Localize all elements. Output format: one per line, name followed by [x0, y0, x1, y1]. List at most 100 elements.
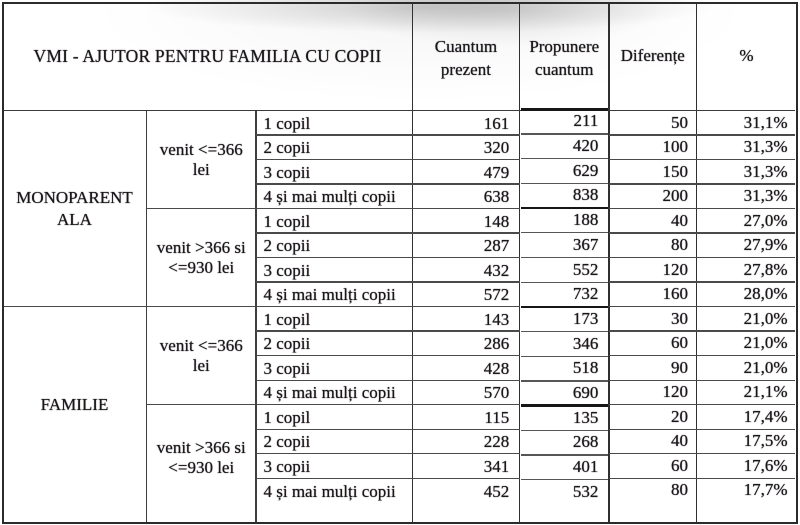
col-header-procent: % [699, 4, 795, 110]
row-label: 4 și mai mulți copii [263, 187, 396, 207]
income-band-label-4: venit >366 si <=930 lei [149, 405, 255, 522]
propunere-cuantum-value: 420 [572, 136, 599, 155]
grid-hline [256, 232, 520, 234]
cuantum-prezent-value: 320 [483, 138, 510, 158]
row-label: 2 copii [263, 138, 311, 158]
col-header-diferente: Diferențe [611, 4, 695, 110]
row-label: 1 copil [263, 309, 311, 329]
cuantum-prezent-value: 287 [483, 236, 510, 256]
overlay-thin-line [521, 158, 609, 160]
propunere-cuantum-value: 401 [572, 457, 599, 477]
procent-value: 21,0% [743, 357, 788, 377]
propunere-cuantum-value: 211 [573, 111, 599, 131]
overlay-thin-line [521, 182, 609, 185]
diferenta-value: 120 [662, 382, 689, 402]
row-label: 1 copil [263, 113, 311, 133]
grid-hline [256, 158, 520, 161]
grid-hline [256, 404, 520, 406]
overlay-thin-line [521, 454, 609, 456]
row-label: 2 copii [263, 334, 311, 354]
grid-hline [256, 207, 520, 210]
propunere-cuantum-value: 532 [572, 481, 599, 501]
diferenta-value: 160 [662, 284, 689, 304]
diferenta-value: 120 [662, 259, 689, 279]
propunere-cuantum-value: 838 [572, 185, 599, 205]
grid-hline [609, 232, 795, 234]
col-header-propunere-cuantum-text: Propunere cuantum [529, 37, 600, 79]
overlay-thick-line [521, 206, 609, 210]
grid-hline [609, 207, 795, 210]
diferenta-value: 50 [671, 112, 688, 132]
col-header-cuantum-prezent-text: Cuantum prezent [434, 37, 498, 79]
grid-hline [609, 404, 795, 406]
row-label: 4 și mai mulți copii [263, 285, 396, 305]
diferenta-value: 90 [671, 357, 688, 377]
col-header-propunere-cuantum: Propunere cuantum [522, 4, 608, 110]
grid-hline [609, 453, 795, 455]
procent-value: 27,8% [743, 259, 788, 279]
procent-value: 17,7% [743, 480, 788, 500]
procent-value: 21,0% [743, 333, 788, 353]
cuantum-prezent-value: 115 [484, 407, 510, 427]
scan-shadow-gradient [0, 0, 800, 160]
overlay-thin-line [521, 330, 609, 333]
row-label: 3 copii [263, 456, 311, 476]
income-band-label-3-text: venit <=366 lei [159, 335, 243, 375]
grid-hline [609, 379, 795, 381]
grid-hline [609, 330, 795, 332]
grid-hline [146, 404, 256, 406]
income-band-label-1-text: venit <=366 lei [159, 139, 243, 179]
propunere-cuantum-value: 518 [572, 358, 599, 378]
procent-value: 31,1% [743, 112, 788, 132]
col-header-cuantum-prezent: Cuantum prezent [414, 4, 517, 110]
overlay-thick-line [521, 305, 609, 309]
procent-value: 31,3% [743, 161, 788, 181]
income-band-label-4-text: venit >366 si <=930 lei [156, 438, 246, 477]
procent-value: 31,3% [743, 186, 788, 206]
income-band-label-1: venit <=366 lei [149, 111, 255, 209]
overlay-thin-line [521, 281, 609, 283]
propunere-overlay-patch [521, 109, 609, 522]
row-label: 3 copii [263, 260, 311, 280]
diferenta-value: 60 [671, 455, 688, 475]
col-header-procent-text: % [739, 46, 754, 66]
grid-hline [256, 256, 520, 259]
overlay-thick-line [521, 404, 609, 407]
propunere-cuantum-value: 732 [572, 284, 599, 304]
row-label: 3 copii [263, 162, 311, 182]
propunere-cuantum-value: 690 [572, 383, 599, 402]
propunere-cuantum-value: 135 [572, 407, 599, 427]
overlay-thin-line [521, 479, 609, 481]
grid-hline [609, 256, 795, 259]
grid-hline [609, 134, 795, 136]
income-band-label-2-text: venit >366 si <=930 lei [156, 237, 246, 277]
propunere-cuantum-value: 552 [572, 259, 599, 279]
cuantum-prezent-value: 572 [483, 285, 510, 305]
cuantum-prezent-value: 148 [483, 211, 510, 231]
grid-hline [3, 305, 256, 308]
cuantum-prezent-value: 143 [483, 309, 510, 329]
cuantum-prezent-value: 452 [483, 481, 510, 501]
row-label: 4 și mai mulți copii [263, 481, 396, 501]
grid-hline [3, 109, 795, 112]
propunere-cuantum-value: 268 [572, 432, 599, 452]
diferenta-value: 60 [671, 333, 688, 353]
overlay-thin-line [521, 380, 609, 382]
grid-hline [256, 355, 520, 357]
row-label: 1 copil [263, 407, 311, 427]
grid-hline [256, 305, 520, 308]
procent-value: 27,0% [743, 210, 788, 230]
diferenta-value: 30 [671, 308, 688, 328]
row-label: 2 copii [263, 236, 311, 256]
grid-hline [609, 477, 795, 479]
diferenta-value: 100 [662, 137, 689, 157]
grid-vline [255, 110, 257, 522]
overlay-thin-line [521, 256, 609, 259]
cuantum-prezent-value: 228 [483, 432, 510, 452]
table-title: VMI - AJUTOR PENTRU FAMILIA CU COPII [33, 46, 382, 66]
grid-vline [145, 110, 148, 522]
grid-hline [609, 281, 795, 283]
grid-vline [518, 3, 521, 522]
procent-value: 21,0% [743, 308, 788, 328]
row-label: 2 copii [263, 432, 311, 452]
